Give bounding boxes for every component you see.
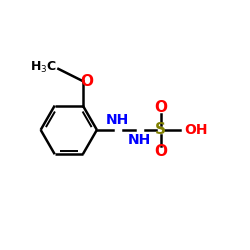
- Text: O: O: [80, 74, 93, 88]
- Text: OH: OH: [184, 123, 208, 137]
- Text: NH: NH: [106, 113, 129, 127]
- Text: NH: NH: [128, 133, 151, 147]
- Text: O: O: [154, 100, 167, 116]
- Text: O: O: [154, 144, 167, 160]
- Text: S: S: [155, 122, 166, 138]
- Text: H$_3$C: H$_3$C: [30, 60, 57, 75]
